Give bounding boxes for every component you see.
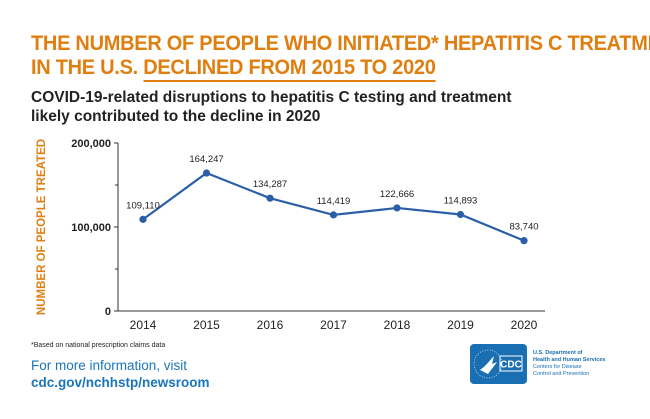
data-point xyxy=(202,169,211,177)
x-tick-label: 2018 xyxy=(384,318,411,332)
newsroom-link[interactable]: cdc.gov/nchhstp/newsroom xyxy=(31,375,210,390)
x-tick-label: 2015 xyxy=(193,318,220,332)
cdc-logo-icon: CDC xyxy=(470,344,527,384)
data-point xyxy=(393,204,401,212)
x-tick-label: 2020 xyxy=(511,318,538,332)
svg-text:CDC: CDC xyxy=(500,360,522,371)
data-point xyxy=(329,211,338,219)
x-tick-label: 2017 xyxy=(320,318,347,332)
data-label: 114,419 xyxy=(317,196,351,207)
more-info: For more information, visit cdc.gov/nchh… xyxy=(31,358,210,390)
y-tick-label: 200,000 xyxy=(71,138,111,150)
chart-subtitle: COVID-19-related disruptions to hepatiti… xyxy=(31,89,512,125)
data-label: 164,247 xyxy=(189,154,223,165)
data-label: 114,893 xyxy=(444,195,478,206)
chart-title: THE NUMBER OF PEOPLE WHO INITIATED* HEPA… xyxy=(31,31,650,82)
data-label: 109,110 xyxy=(126,200,160,211)
x-tick-label: 2016 xyxy=(257,318,284,332)
hhs-cdc-logo: CDC U.S. Department of Health and Human … xyxy=(470,344,605,384)
data-point xyxy=(520,237,528,245)
y-tick-label: 0 xyxy=(105,306,111,318)
data-point xyxy=(456,210,465,219)
x-tick-label: 2014 xyxy=(130,318,157,332)
data-label: 83,740 xyxy=(509,222,538,233)
title-underlined: DECLINED FROM 2015 TO 2020 xyxy=(143,55,436,82)
footnote: *Based on national prescription claims d… xyxy=(31,342,166,349)
data-point xyxy=(139,215,147,223)
data-label: 122,666 xyxy=(380,189,414,200)
y-tick-label: 100,000 xyxy=(71,222,111,234)
data-point xyxy=(266,194,274,202)
x-tick-label: 2019 xyxy=(447,318,474,332)
y-axis-label: NUMBER OF PEOPLE TREATED xyxy=(36,139,48,315)
data-label: 134,287 xyxy=(253,179,287,190)
